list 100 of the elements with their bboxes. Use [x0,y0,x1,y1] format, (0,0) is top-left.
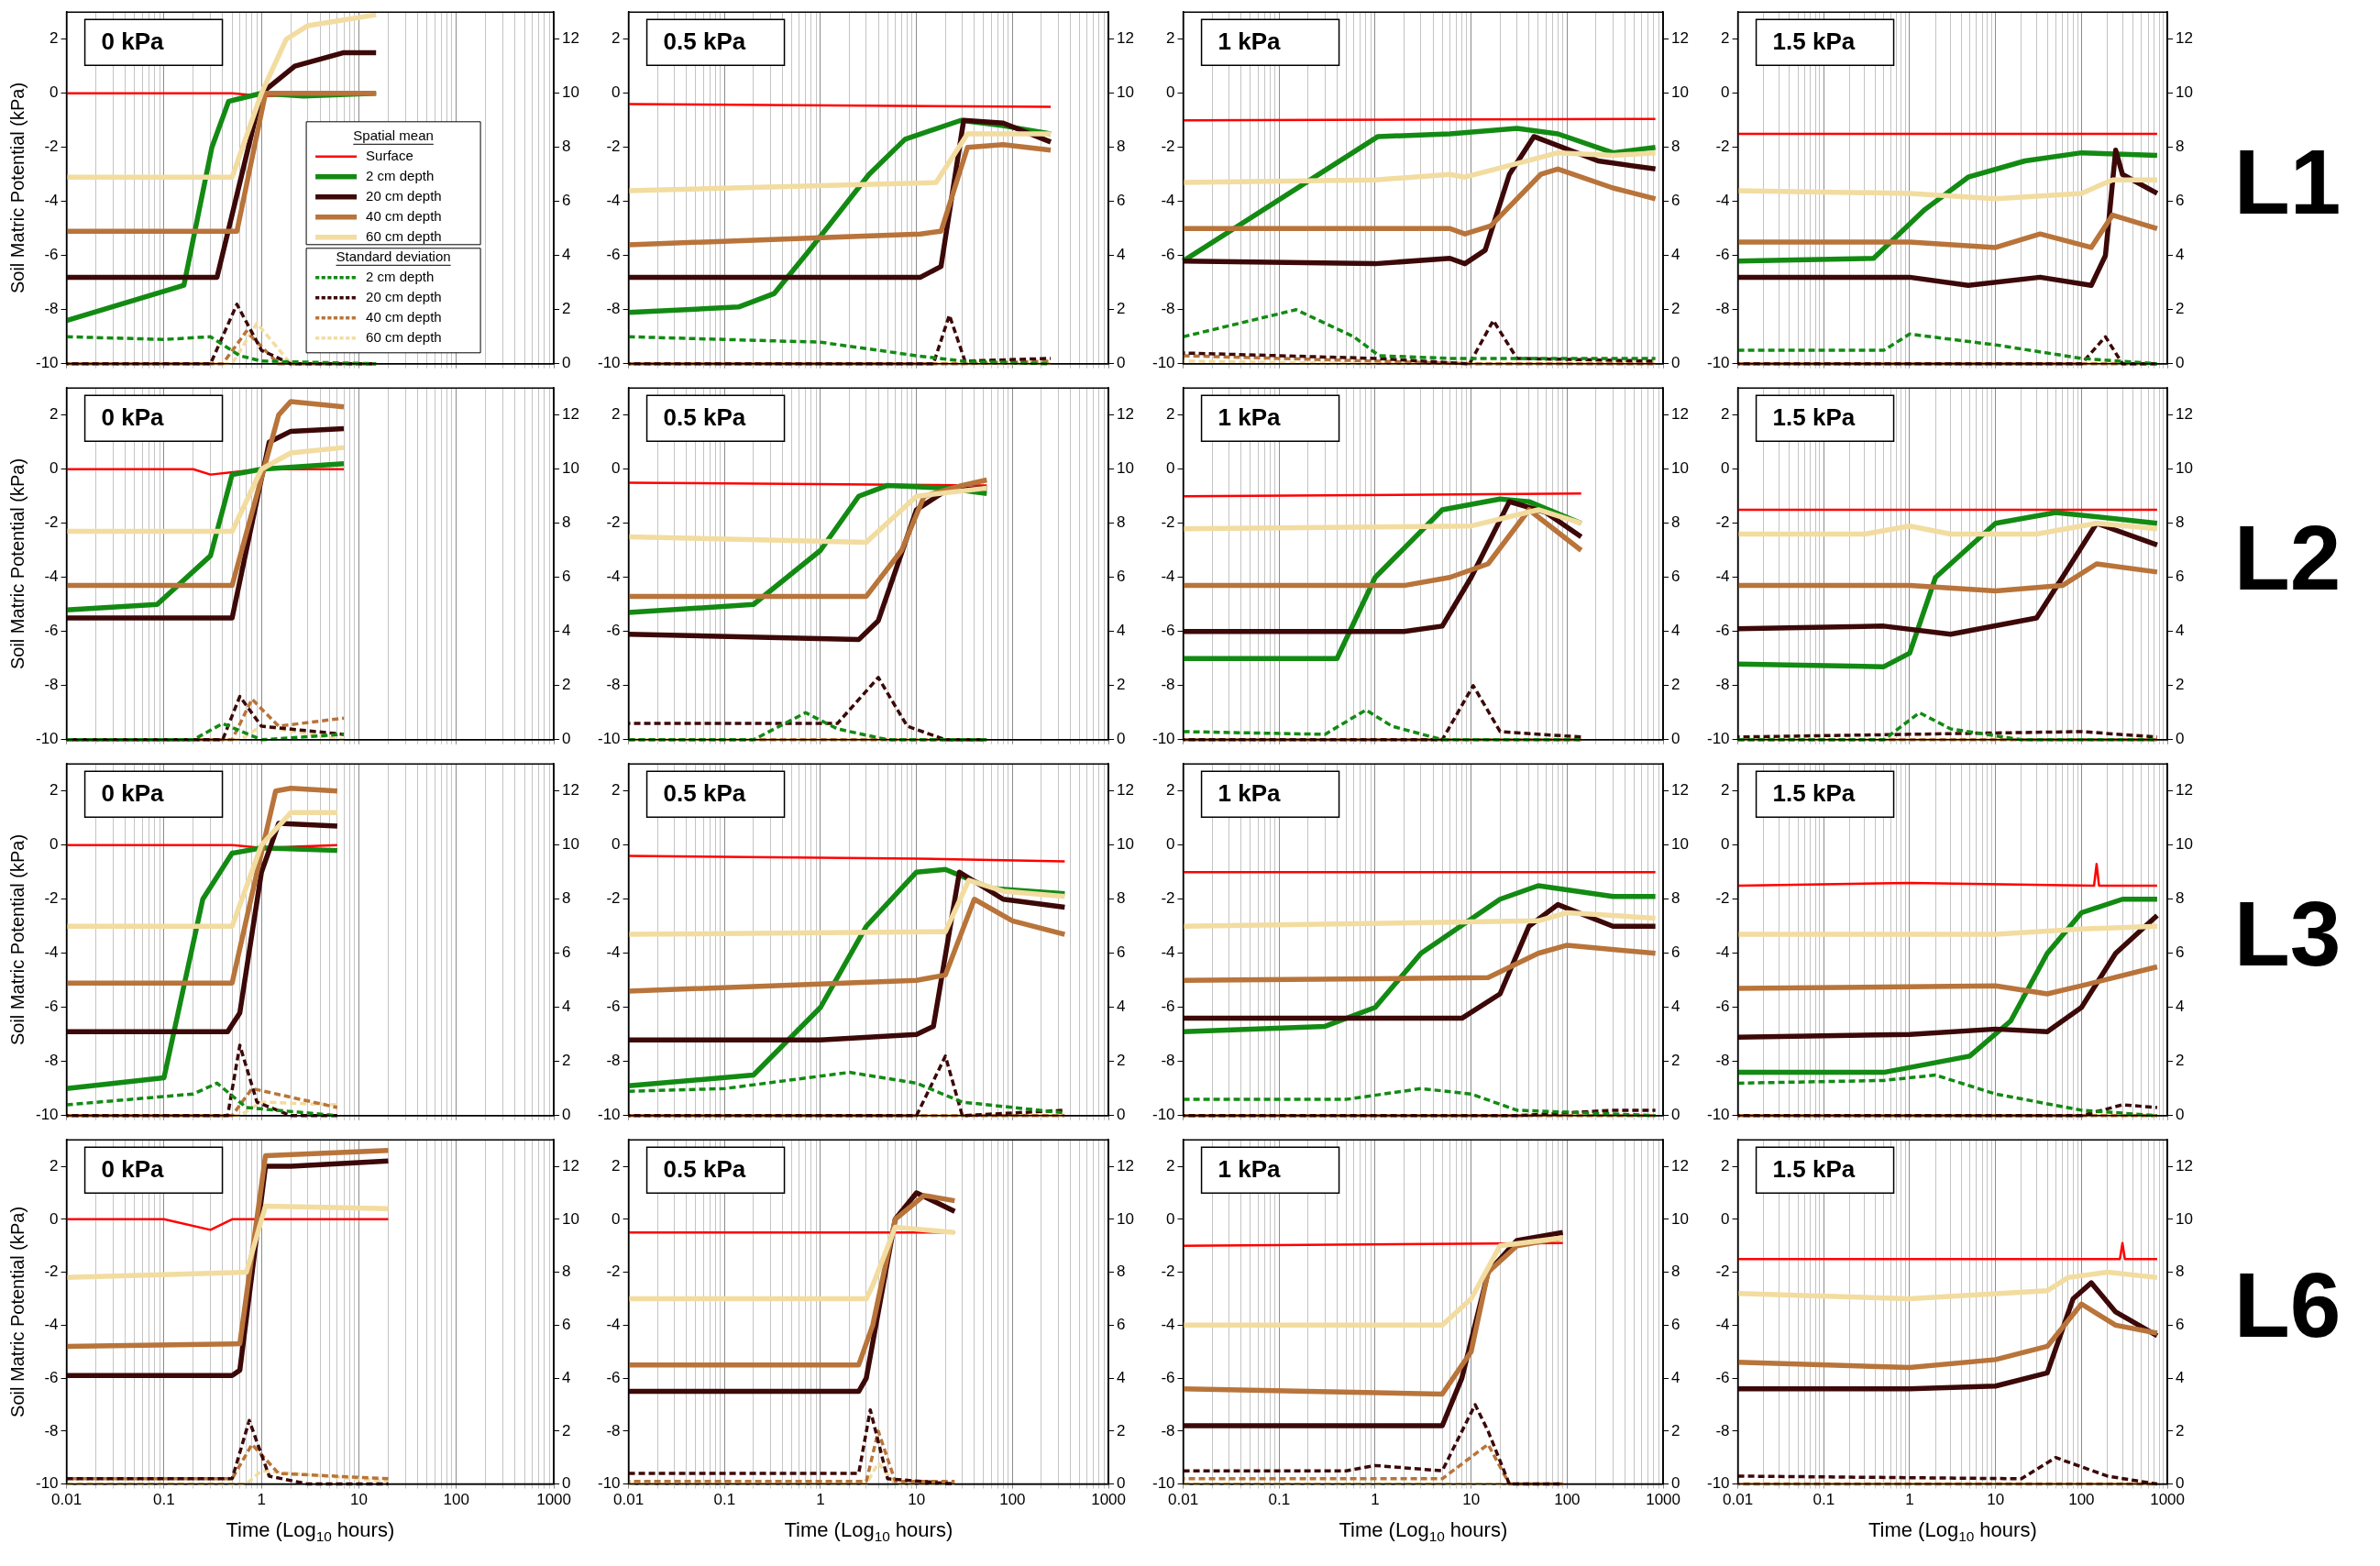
y2-tick-label: 4 [562,622,571,640]
y-tick-label: -2 [606,889,621,908]
y2-tick-label: 2 [1117,676,1126,694]
x-tick-label: 0.1 [153,1491,175,1509]
legend-label: 40 cm depth [366,308,442,325]
y2-tick-label: 8 [1117,138,1126,156]
y2-tick-label: 10 [562,459,580,478]
y-tick-label: -4 [44,192,59,210]
y-axis-title: Soil Matric Potential (kPa) [6,833,28,1046]
y2-tick-label: 12 [1671,781,1690,800]
y2-tick-label: 0 [1117,730,1126,748]
legend-label: 40 cm depth [366,207,442,224]
y2-tick-label: 2 [2176,676,2185,694]
y-tick-label: -10 [597,354,621,372]
y2-tick-label: 12 [1117,29,1135,48]
y-tick-label: -6 [606,998,621,1016]
y2-tick-label: 2 [562,1052,571,1070]
y2-tick-label: 8 [1671,889,1680,908]
y2-tick-label: 8 [1671,138,1680,156]
legend-label: 2 cm depth [366,167,435,183]
y-tick-label: 0 [1721,1209,1730,1228]
y-tick-label: -10 [1151,1106,1175,1124]
text: 0.5 kPa [663,403,746,432]
y2-tick-label: 8 [2176,138,2185,156]
y2-tick-label: 12 [562,781,580,800]
x-tick-label: 1000 [2150,1491,2185,1509]
y2-tick-label: 4 [2176,1368,2185,1386]
y2-tick-label: 4 [1671,622,1680,640]
y-tick-label: 2 [50,29,59,48]
text: 1.5 kPa [1772,403,1856,432]
y2-tick-label: 4 [1117,622,1126,640]
y-tick-label: -4 [1715,1316,1730,1334]
y2-tick-label: 8 [1117,889,1126,908]
y-tick-label: -4 [1161,1316,1175,1334]
y-tick-label: -8 [1715,1052,1730,1070]
y-tick-label: -6 [44,1368,59,1386]
y-tick-label: -10 [1706,730,1730,748]
y-tick-label: -8 [1715,1421,1730,1439]
y-tick-label: -6 [606,1368,621,1386]
y-tick-label: -2 [44,138,59,156]
y2-tick-label: 6 [1117,192,1126,210]
y-tick-label: -8 [1161,1052,1175,1070]
y-tick-label: -4 [1161,943,1175,962]
y-tick-label: -2 [1715,138,1730,156]
y-tick-label: -10 [35,1474,59,1493]
y2-tick-label: 0 [1671,1474,1680,1493]
y2-tick-label: 2 [2176,300,2185,318]
y2-tick-label: 6 [2176,1316,2185,1334]
y-tick-label: -6 [1161,998,1175,1016]
y2-tick-label: 4 [2176,998,2185,1016]
y-tick-label: -2 [1715,889,1730,908]
y-tick-label: -10 [1151,730,1175,748]
y-tick-label: -4 [1161,568,1175,586]
y-tick-label: 0 [1166,1209,1175,1228]
y2-tick-label: 12 [562,405,580,424]
y-tick-label: 2 [1166,781,1175,800]
y-tick-label: -4 [1715,192,1730,210]
y-axis-title: Soil Matric Potential (kPa) [6,1206,28,1417]
y-tick-label: 2 [50,1156,59,1174]
y-tick-label: -10 [35,1106,59,1124]
y-tick-label: 0 [1166,459,1175,478]
y2-tick-label: 0 [1117,354,1126,372]
x-tick-label: 1000 [536,1491,571,1509]
y-tick-label: 0 [1721,83,1730,102]
y2-tick-label: 8 [1671,513,1680,532]
text: 1.5 kPa [1772,28,1856,56]
y2-tick-label: 10 [2176,1209,2194,1228]
y2-tick-label: 8 [2176,1263,2185,1281]
legend-label: 20 cm depth [366,187,442,204]
x-tick-label: 10 [1987,1491,2005,1509]
x-tick-label: 100 [999,1491,1026,1509]
x-tick-label: 100 [2068,1491,2095,1509]
legend-label: 20 cm depth [366,288,442,304]
y-tick-label: -6 [1715,998,1730,1016]
y-tick-label: 0 [1721,459,1730,478]
y-tick-label: 2 [1721,781,1730,800]
y-tick-label: -8 [606,1421,621,1439]
y-tick-label: 2 [1721,405,1730,424]
y-tick-label: 2 [1166,405,1175,424]
y-tick-label: -10 [597,1106,621,1124]
y2-tick-label: 12 [562,1156,580,1174]
y-tick-label: -8 [1715,300,1730,318]
y2-tick-label: 2 [2176,1052,2185,1070]
y2-tick-label: 10 [1671,459,1690,478]
y-tick-label: -2 [44,1263,59,1281]
y2-tick-label: 8 [1117,1263,1126,1281]
y2-tick-label: 10 [562,835,580,854]
y2-tick-label: 4 [562,246,571,264]
y-tick-label: -2 [1715,1263,1730,1281]
y2-tick-label: 6 [1671,1316,1680,1334]
y-tick-label: 0 [50,835,59,854]
y2-tick-label: 6 [562,943,571,962]
y2-tick-label: 12 [1671,1156,1690,1174]
y2-tick-label: 0 [562,730,571,748]
y-tick-label: -8 [606,300,621,318]
y-tick-label: 2 [1166,29,1175,48]
y-tick-label: -10 [1151,1474,1175,1493]
y-tick-label: -4 [1715,943,1730,962]
y2-tick-label: 4 [2176,246,2185,264]
x-tick-label: 10 [1462,1491,1481,1509]
